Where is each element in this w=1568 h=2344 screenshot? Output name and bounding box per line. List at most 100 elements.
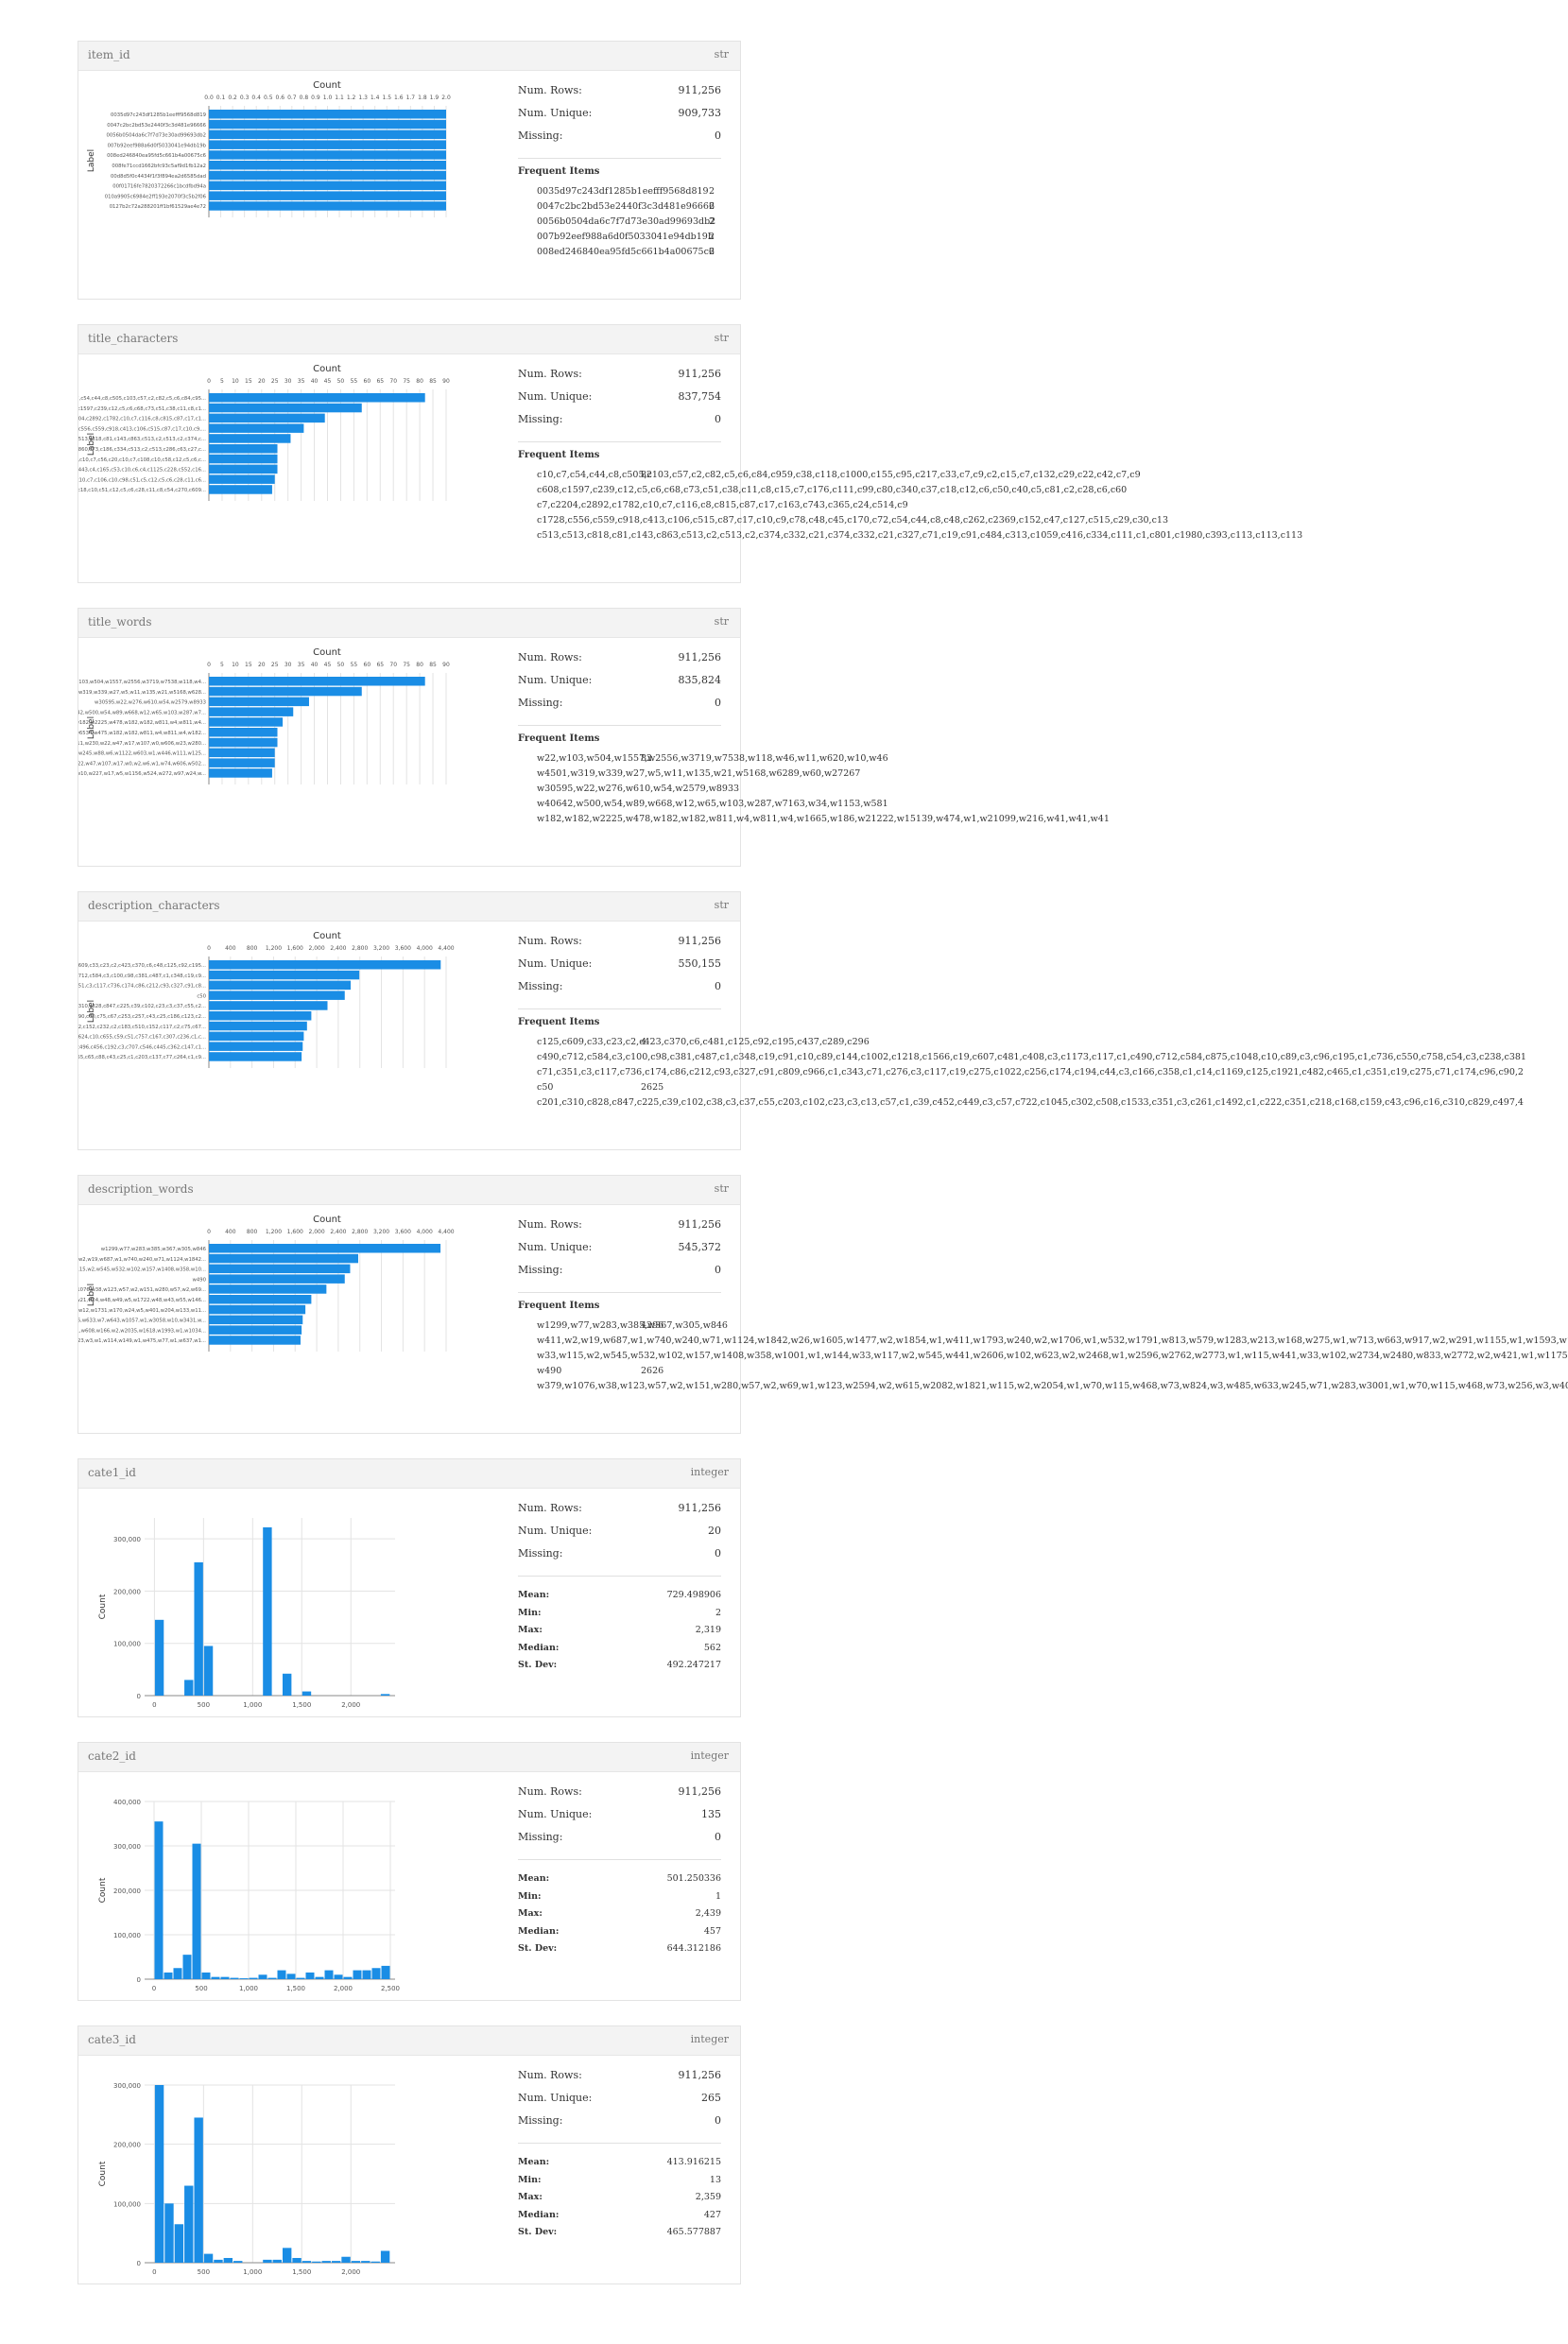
x-tick-label: 0.5	[264, 95, 273, 101]
x-tick-label: 0	[207, 945, 211, 952]
bar	[209, 393, 425, 403]
column-name: cate3_id	[88, 2033, 136, 2046]
frequent-item-value: c71,c351,c3,c117,c736,c174,c86,c212,c93,…	[537, 1067, 1524, 1077]
histogram-bar	[282, 2248, 292, 2263]
bar	[209, 150, 446, 160]
bar	[209, 454, 278, 464]
bar	[209, 1052, 302, 1061]
category-label: w3605,w245,w88,w6,w1122,w603,w1,w446,w11…	[78, 751, 206, 757]
histogram-bar	[214, 2259, 223, 2263]
frequent-item-value: c50	[537, 1082, 554, 1093]
histogram-bar	[286, 1973, 296, 1979]
frequent-item: c50 2625	[518, 1080, 721, 1095]
missing-count-value: 0	[715, 1264, 721, 1276]
category-label: c286,c18,c10,c51,c12,c5,c6,c28,c11,c8,c5…	[78, 488, 206, 493]
column-type: integer	[690, 2033, 729, 2045]
chart: 0 500 1,000 1,500 2,000 0 100,000 200,000 300,00…	[98, 2082, 395, 2276]
x-tick-label: 70	[389, 662, 397, 668]
histogram-bar	[381, 1965, 390, 1979]
histogram-bar	[223, 2257, 233, 2263]
missing-count-row: Missing: 0	[518, 1547, 721, 1570]
histogram-bar	[184, 1680, 194, 1696]
bar	[209, 677, 425, 686]
histogram-bar	[233, 2261, 243, 2263]
category-label: w379,w1076,w38,w123,w57,w2,w151,w280,w57…	[78, 1287, 206, 1293]
bar	[209, 1244, 441, 1253]
bar	[209, 1042, 303, 1051]
histogram-bar	[164, 1972, 173, 1979]
x-tick-label: 5	[220, 378, 224, 385]
category-label: w215,w10,w227,w17,w5,w1156,w524,w272,w97…	[78, 771, 206, 777]
x-tick-label: 25	[271, 662, 279, 668]
category-label: c71,c351,c3,c117,c736,c174,c86,c212,c93,…	[78, 984, 206, 990]
num-rows-value: 911,256	[678, 1785, 722, 1798]
y-axis-label: Label	[87, 433, 96, 456]
category-label: c513,c860,c73,c186,c334,c513,c2,c513,c28…	[78, 447, 206, 453]
category-label: w182,w6534,w475,w182,w182,w811,w4,w811,w…	[78, 731, 206, 736]
category-label: w33,w115,w2,w545,w532,w102,w157,w1408,w3…	[78, 1267, 206, 1273]
frequent-item: w40642,w500,w54,w89,w668,w12,w65,w103,w2…	[518, 797, 888, 812]
column-name: description_characters	[88, 899, 220, 912]
bar	[209, 1021, 307, 1031]
category-label: w22,w103,w504,w1557,w2556,w3719,w7538,w1…	[78, 680, 206, 685]
histogram-bar	[351, 2261, 361, 2263]
x-tick-label: 80	[416, 378, 423, 385]
y-tick-label: 100,000	[113, 2200, 141, 2208]
chart: Count 0 5 10 15 20 25 30 35 40 45 50 55 60 65 70 75 80 85 9…	[78, 364, 450, 501]
chart-title: Count	[313, 364, 341, 374]
missing-count-row: Missing: 0	[518, 413, 721, 436]
histogram-bar	[154, 1619, 164, 1696]
x-tick-label: 0.0	[204, 95, 214, 101]
histogram-bar	[302, 2261, 312, 2263]
bar	[209, 717, 284, 727]
num-unique-value: 909,733	[678, 107, 722, 119]
min-label: Min:	[518, 1890, 542, 1902]
x-tick-label: 55	[351, 378, 358, 385]
bar	[209, 748, 275, 758]
x-tick-label: 85	[429, 378, 437, 385]
bar	[209, 960, 441, 970]
y-tick-label: 400,000	[113, 1799, 141, 1806]
missing-count-row: Missing: 0	[518, 1831, 721, 1853]
histogram-bar	[249, 1977, 258, 1979]
chart-title: Count	[313, 1215, 341, 1225]
frequent-items-list: 0035d97c243df1285b1eefff9568d819 2 0047c2b…	[518, 184, 721, 260]
min-label: Min:	[518, 1607, 542, 1618]
bar	[209, 161, 446, 170]
category-label: w182,w182,w2225,w478,w182,w182,w811,w4,w…	[78, 720, 206, 726]
num-unique-label: Num. Unique:	[518, 1241, 593, 1253]
frequent-item-count: 2625	[641, 1082, 664, 1093]
numeric-stats: Mean: 729.498906 Min: 2 Max: 2,319 Median: 562 S…	[518, 1590, 721, 1678]
column-name: title_characters	[88, 332, 179, 345]
category-label: w4501,w319,w339,w27,w5,w11,w135,w21,w516…	[78, 690, 206, 696]
median-row: Median: 427	[518, 2210, 721, 2228]
histogram-bar	[272, 2259, 282, 2263]
frequent-item: c490,c712,c584,c3,c100,c98,c381,c487,c1,…	[518, 1050, 1526, 1065]
frequent-item-value: w411,w2,w19,w687,w1,w740,w240,w71,w1124,…	[537, 1336, 1568, 1346]
chart: Count 0 400 800 1,200 1,600 2,000 2,400 2,800 3,2…	[78, 931, 455, 1068]
x-tick-label: 4,400	[438, 1229, 454, 1235]
missing-count-value: 0	[715, 697, 721, 709]
bar	[209, 1031, 304, 1042]
bar	[209, 1001, 328, 1010]
stats-panel: Num. Rows: 911,256 Num. Unique: 550,155 Miss…	[518, 935, 1526, 1111]
x-tick-label: 0	[152, 1985, 156, 1992]
chart-title: Count	[313, 80, 341, 91]
category-label: w490	[193, 1277, 207, 1283]
x-tick-label: 45	[324, 378, 332, 385]
num-unique-row: Num. Unique: 20	[518, 1525, 721, 1547]
histogram-bar	[324, 1970, 334, 1979]
bar	[209, 768, 272, 778]
median-label: Median:	[518, 2209, 560, 2220]
histogram-bar	[305, 1972, 315, 1979]
histogram-bar	[203, 2253, 214, 2263]
category-label: c257,c90,c60,c75,c67,c253,c257,c43,c25,c…	[78, 1014, 206, 1020]
histogram-bar	[371, 1968, 381, 1979]
num-unique-value: 545,372	[678, 1241, 722, 1253]
y-tick-label: 0	[137, 2260, 141, 2267]
stats-panel: Num. Rows: 911,256 Num. Unique: 265 Missing:…	[518, 2069, 721, 2245]
category-label: 007b92eef988a6d0f5033041e94db19b	[108, 143, 207, 148]
num-rows-value: 911,256	[678, 651, 722, 664]
frequent-item-count: 82	[641, 470, 653, 480]
frequent-item: w33,w115,w2,w545,w532,w102,w157,w1408,w3…	[518, 1349, 1568, 1364]
